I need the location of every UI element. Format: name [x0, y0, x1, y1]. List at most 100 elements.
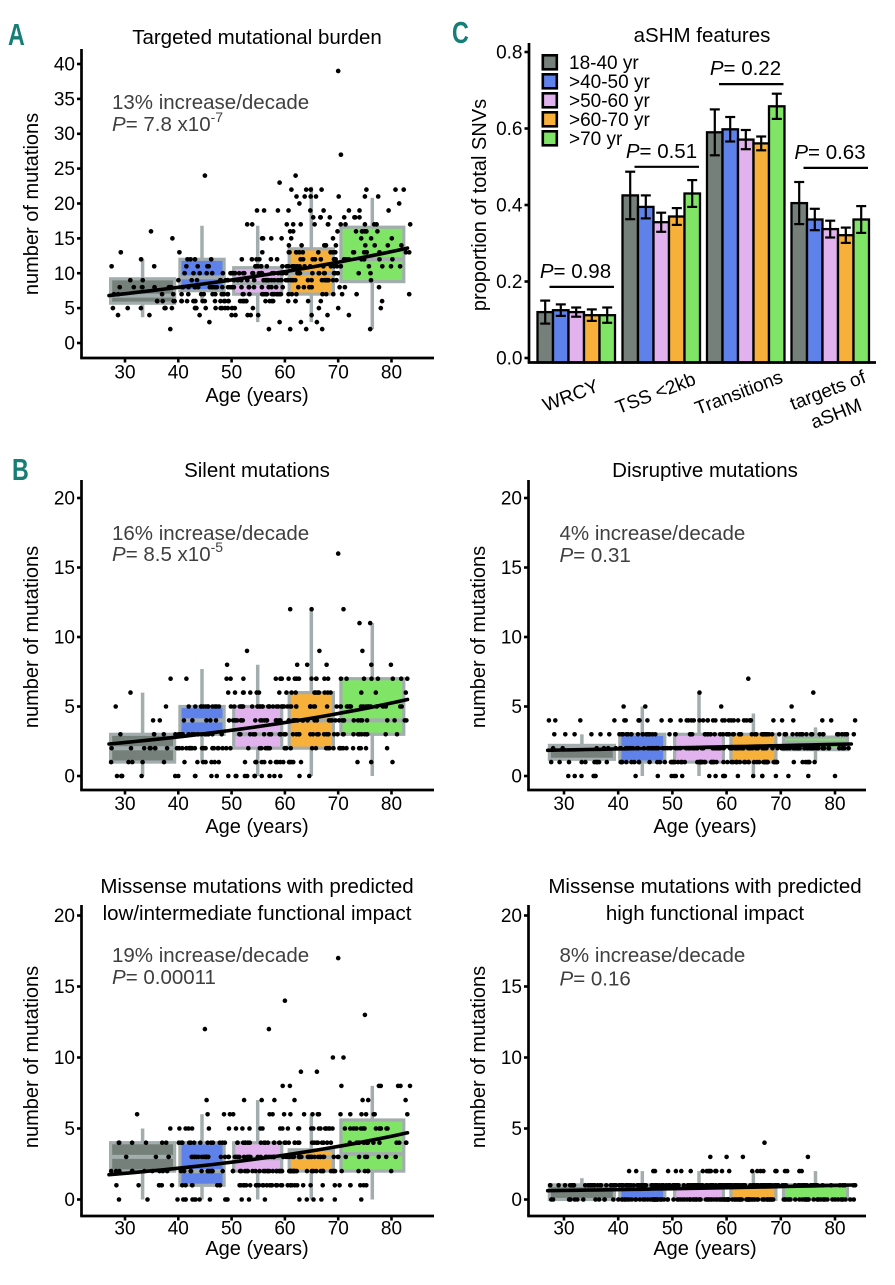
svg-text:50: 50: [662, 794, 683, 815]
svg-text:Age (years): Age (years): [653, 1238, 756, 1260]
svg-text:60: 60: [716, 1219, 737, 1240]
svg-text:20: 20: [501, 489, 522, 510]
svg-text:70: 70: [770, 794, 791, 815]
svg-text:0: 0: [64, 1190, 75, 1211]
svg-text:40: 40: [608, 1219, 629, 1240]
svg-text:40: 40: [168, 794, 189, 815]
svg-text:20: 20: [54, 906, 75, 927]
svg-text:10: 10: [54, 1048, 75, 1069]
svg-text:60: 60: [274, 363, 295, 384]
svg-text:Age (years): Age (years): [205, 385, 308, 407]
svg-text:Disruptive mutations: Disruptive mutations: [612, 459, 798, 482]
svg-text:13% increase/decade: 13% increase/decade: [112, 91, 309, 114]
svg-text:30: 30: [553, 794, 574, 815]
svg-text:50: 50: [221, 794, 242, 815]
svg-text:B: B: [12, 452, 29, 487]
svg-text:P= 8.5 x10-5: P= 8.5 x10-5: [112, 539, 223, 566]
svg-text:P= 0.00011: P= 0.00011: [112, 966, 216, 989]
svg-text:P= 0.16: P= 0.16: [560, 968, 631, 991]
svg-text:C: C: [452, 15, 469, 50]
svg-text:50: 50: [662, 1219, 683, 1240]
svg-text:80: 80: [381, 363, 402, 384]
svg-text:60: 60: [274, 794, 295, 815]
svg-text:30: 30: [54, 124, 75, 145]
svg-text:number of mutations: number of mutations: [468, 966, 490, 1148]
svg-text:80: 80: [824, 1219, 845, 1240]
svg-text:40: 40: [168, 363, 189, 384]
svg-text:50: 50: [221, 1219, 242, 1240]
svg-text:Age (years): Age (years): [653, 816, 756, 838]
svg-text:number of mutations: number of mutations: [21, 966, 43, 1148]
svg-text:5: 5: [511, 1119, 522, 1140]
svg-text:70: 70: [770, 1219, 791, 1240]
svg-text:P= 7.8 x10-7: P= 7.8 x10-7: [112, 109, 223, 136]
svg-text:Missense mutations with predic: Missense mutations with predicted: [100, 875, 413, 898]
svg-text:40: 40: [608, 794, 629, 815]
svg-text:35: 35: [54, 89, 75, 110]
svg-text:70: 70: [328, 794, 349, 815]
svg-text:Targeted mutational burden: Targeted mutational burden: [132, 26, 382, 49]
svg-text:0.2: 0.2: [496, 272, 522, 293]
svg-text:high functional impact: high functional impact: [606, 902, 805, 925]
svg-text:5: 5: [511, 697, 522, 718]
svg-text:70: 70: [328, 1219, 349, 1240]
svg-text:40: 40: [168, 1219, 189, 1240]
svg-text:15: 15: [54, 558, 75, 579]
svg-text:5: 5: [64, 697, 75, 718]
svg-text:0.6: 0.6: [496, 119, 522, 140]
svg-text:>70 yr: >70 yr: [569, 129, 623, 150]
svg-text:>50-60 yr: >50-60 yr: [569, 91, 650, 112]
svg-text:60: 60: [274, 1219, 295, 1240]
svg-text:30: 30: [553, 1219, 574, 1240]
svg-text:A: A: [8, 17, 25, 52]
svg-text:>60-70 yr: >60-70 yr: [569, 110, 650, 131]
svg-text:80: 80: [824, 794, 845, 815]
svg-text:Silent mutations: Silent mutations: [184, 459, 330, 482]
svg-text:10: 10: [54, 628, 75, 649]
svg-text:15: 15: [501, 977, 522, 998]
svg-text:number of mutations: number of mutations: [468, 546, 490, 728]
svg-text:P= 0.22: P= 0.22: [710, 57, 781, 80]
svg-text:80: 80: [381, 794, 402, 815]
svg-text:8% increase/decade: 8% increase/decade: [560, 944, 746, 967]
svg-text:4% increase/decade: 4% increase/decade: [560, 522, 746, 545]
svg-text:0.4: 0.4: [496, 196, 523, 217]
svg-text:proportion of total SNVs: proportion of total SNVs: [469, 99, 491, 311]
svg-text:18-40 yr: 18-40 yr: [569, 53, 639, 74]
svg-text:P= 0.98: P= 0.98: [540, 260, 611, 283]
svg-text:low/intermediate functional im: low/intermediate functional impact: [103, 902, 412, 925]
svg-text:0.0: 0.0: [496, 349, 522, 370]
svg-text:0: 0: [64, 334, 75, 355]
svg-text:number of mutations: number of mutations: [21, 546, 43, 728]
svg-text:>40-50 yr: >40-50 yr: [569, 72, 650, 93]
svg-text:Age (years): Age (years): [205, 1238, 308, 1260]
svg-text:aSHM features: aSHM features: [634, 24, 771, 47]
svg-text:20: 20: [501, 906, 522, 927]
svg-text:P= 0.31: P= 0.31: [560, 544, 631, 567]
svg-text:15: 15: [54, 977, 75, 998]
svg-text:60: 60: [716, 794, 737, 815]
svg-text:P= 0.51: P= 0.51: [626, 140, 697, 163]
svg-text:Age (years): Age (years): [205, 816, 308, 838]
svg-text:19% increase/decade: 19% increase/decade: [112, 944, 309, 967]
svg-text:30: 30: [114, 794, 135, 815]
svg-text:20: 20: [54, 489, 75, 510]
svg-text:30: 30: [114, 1219, 135, 1240]
svg-text:40: 40: [54, 55, 75, 76]
svg-text:0: 0: [511, 1190, 522, 1211]
svg-text:25: 25: [54, 159, 75, 180]
svg-text:30: 30: [114, 363, 135, 384]
svg-text:15: 15: [54, 229, 75, 250]
svg-text:P= 0.63: P= 0.63: [794, 141, 865, 164]
svg-text:10: 10: [501, 628, 522, 649]
svg-text:0.8: 0.8: [496, 43, 522, 64]
svg-text:15: 15: [501, 558, 522, 579]
svg-text:50: 50: [221, 363, 242, 384]
svg-text:5: 5: [64, 1119, 75, 1140]
svg-text:20: 20: [54, 194, 75, 215]
svg-text:5: 5: [64, 299, 75, 320]
svg-text:10: 10: [501, 1048, 522, 1069]
svg-text:number of mutations: number of mutations: [21, 113, 43, 295]
svg-text:0: 0: [64, 767, 75, 788]
svg-text:70: 70: [328, 363, 349, 384]
